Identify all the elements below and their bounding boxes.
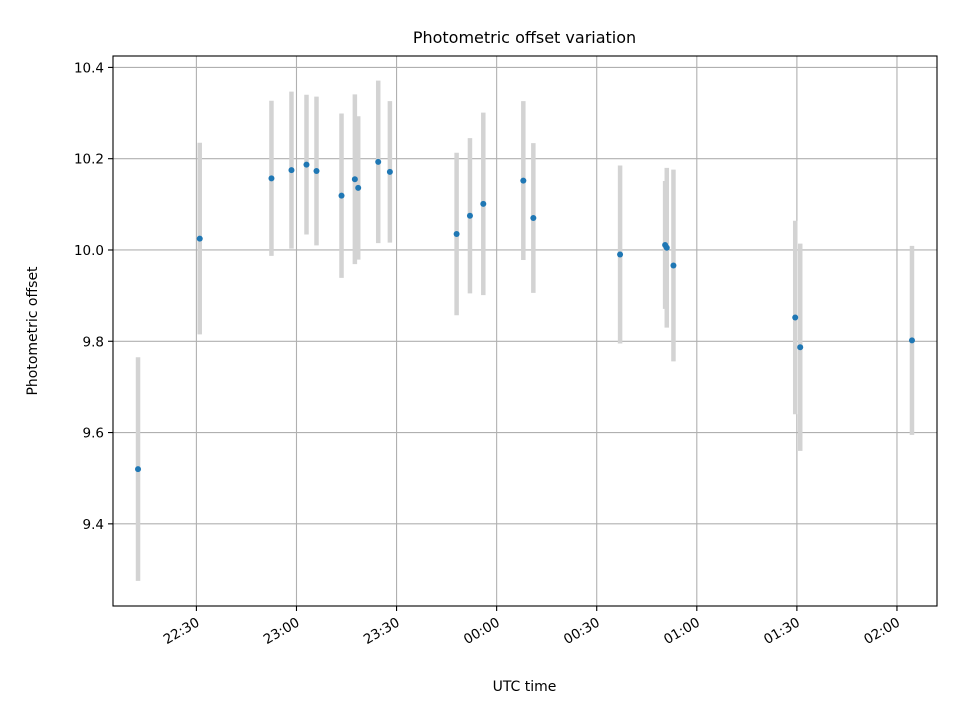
data-point: [288, 167, 295, 174]
data-point: [663, 244, 670, 251]
y-tick-label: 9.8: [83, 334, 104, 350]
data-point: [338, 192, 345, 199]
data-point: [351, 176, 358, 183]
y-axis: 9.4 9.6 9.8 10.0 10.2 10.4: [74, 60, 113, 533]
data-point: [617, 251, 624, 258]
data-point: [797, 344, 804, 351]
data-point: [196, 235, 203, 242]
x-axis-label: UTC time: [493, 679, 557, 695]
data-point: [480, 200, 487, 207]
data-point: [268, 175, 275, 182]
data-point: [453, 231, 460, 238]
y-tick-label: 9.4: [83, 517, 104, 533]
plot-frame: [112, 55, 938, 607]
y-tick-label: 10.0: [74, 243, 104, 259]
data-point: [313, 168, 320, 175]
data-point: [908, 337, 915, 344]
data-point: [670, 262, 677, 269]
point-layer: [135, 158, 915, 473]
data-point: [530, 215, 537, 222]
y-tick-label: 9.6: [83, 426, 104, 442]
data-point: [355, 184, 362, 191]
y-tick-label: 10.2: [74, 152, 104, 168]
y-tick-label: 10.4: [74, 60, 104, 76]
data-point: [792, 314, 799, 321]
chart-title: Photometric offset variation: [413, 28, 636, 47]
data-point: [520, 177, 527, 184]
data-point: [135, 466, 142, 473]
data-point: [466, 212, 473, 219]
y-axis-label: Photometric offset: [25, 266, 41, 396]
data-point: [386, 168, 393, 175]
data-point: [375, 158, 382, 165]
data-point: [303, 161, 310, 168]
